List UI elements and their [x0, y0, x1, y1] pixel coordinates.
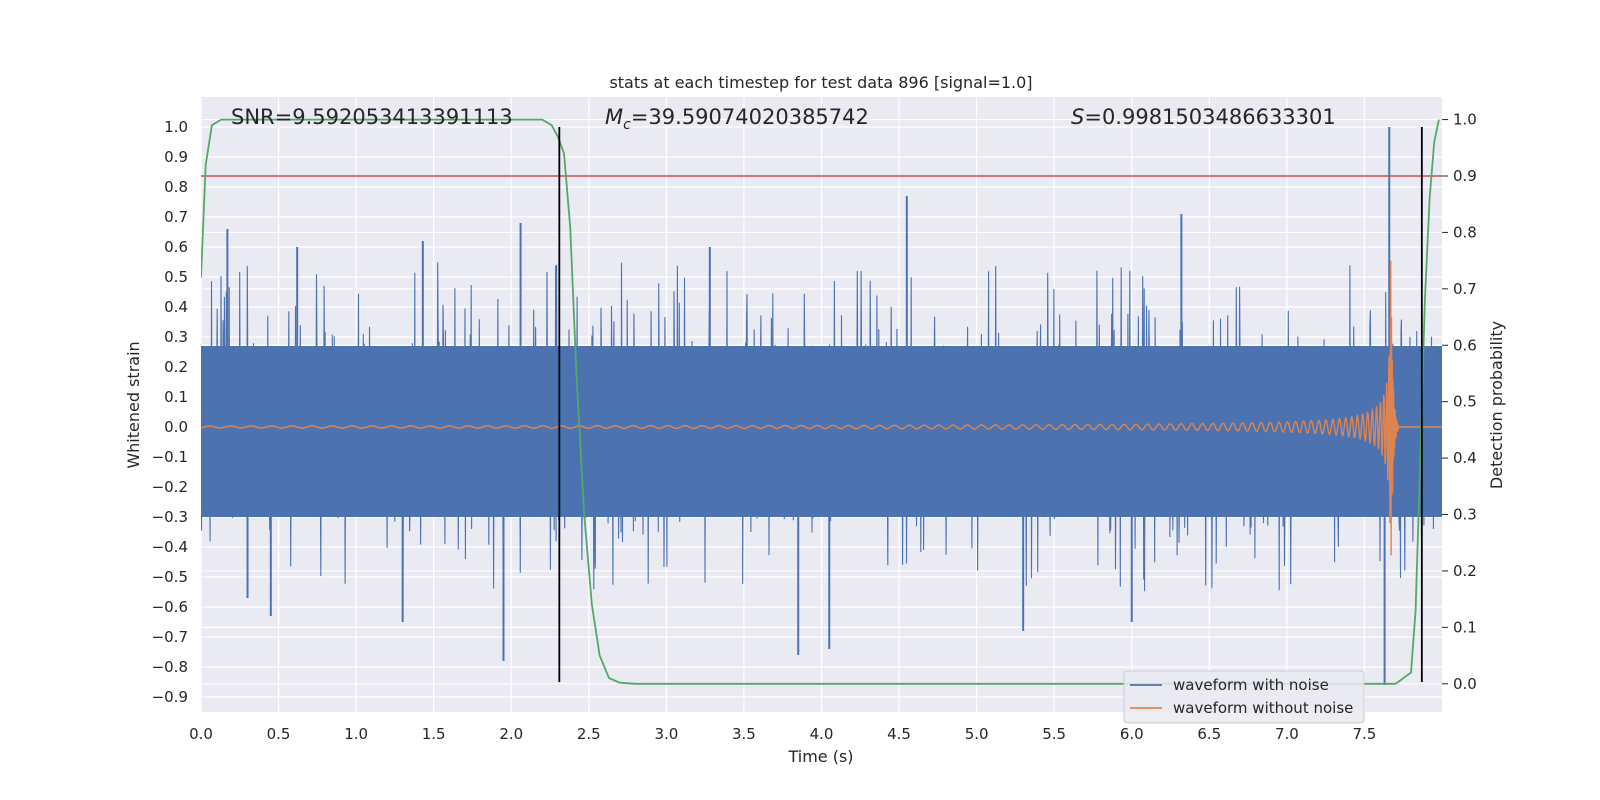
snr-annotation: SNR=9.592053413391113: [231, 105, 513, 129]
x-tick-label: 0.5: [267, 725, 291, 743]
y-tick-label: 0.4: [164, 298, 188, 316]
legend-label-noise: waveform with noise: [1173, 676, 1329, 694]
x-tick-label: 6.5: [1197, 725, 1221, 743]
x-tick-label: 1.5: [422, 725, 446, 743]
y-tick-label: 0.9: [164, 148, 188, 166]
score-annotation: S=0.9981503486633301: [1071, 105, 1336, 129]
y-tick-label: 0.6: [164, 238, 188, 256]
y2-tick-label: 0.3: [1453, 506, 1477, 524]
y-tick-label: −0.1: [152, 448, 188, 466]
y-tick-label: −0.6: [152, 598, 188, 616]
y-tick-label: −0.8: [152, 658, 188, 676]
x-tick-label: 0.0: [189, 725, 213, 743]
y2-tick-label: 0.6: [1453, 336, 1477, 354]
y2-tick-label: 0.9: [1453, 167, 1477, 185]
clean-trace: [201, 260, 1442, 556]
y2-tick-label: 0.4: [1453, 449, 1477, 467]
legend: waveform with noise waveform without noi…: [1123, 670, 1365, 724]
chart-title: stats at each timestep for test data 896…: [609, 73, 1032, 92]
y2-tick-label: 0.5: [1453, 393, 1477, 411]
x-tick-label: 5.0: [965, 725, 989, 743]
probability-curve: [201, 118, 1440, 685]
series-waveform-with-noise: [201, 127, 1442, 685]
y2-tick-label: 0.2: [1453, 562, 1477, 580]
x-axis-label: Time (s): [787, 747, 853, 766]
y-tick-label: 0.7: [164, 208, 188, 226]
y-axis-label: Whitened strain: [124, 341, 143, 468]
y2-axis-label: Detection probability: [1487, 321, 1506, 489]
x-tick-label: 7.0: [1275, 725, 1299, 743]
x-tick-label: 6.0: [1120, 725, 1144, 743]
y-tick-label: 0.5: [164, 268, 188, 286]
chirp-mass-value: =39.59074020385742: [631, 105, 869, 129]
x-tick-label: 2.5: [577, 725, 601, 743]
plot-content: [201, 118, 1442, 685]
legend-box: [1123, 670, 1365, 724]
y2-tick-label: 0.0: [1453, 675, 1477, 693]
y2-tick-label: 0.1: [1453, 618, 1477, 636]
y-tick-label: 1.0: [164, 118, 188, 136]
x-tick-label: 2.0: [499, 725, 523, 743]
x-tick-label: 1.0: [344, 725, 368, 743]
chirp-mass-subscript: c: [623, 117, 631, 133]
score-symbol: S: [1071, 105, 1084, 129]
series-detection-probability: [201, 118, 1440, 685]
x-tick-label: 4.0: [810, 725, 834, 743]
y-tick-label: −0.2: [152, 478, 188, 496]
x-tick-label: 3.5: [732, 725, 756, 743]
y-tick-label: 0.1: [164, 388, 188, 406]
chirp-mass-symbol: M: [605, 105, 623, 129]
vertical-markers: [558, 127, 1423, 682]
y-tick-label: 0.0: [164, 418, 188, 436]
score-value: =0.9981503486633301: [1084, 105, 1335, 129]
x-axis-ticks: 0.0 0.5 1.0 1.5 2.0 2.5 3.0 3.5 4.0 4.5 5.0 5.5 6.0 6…: [189, 725, 1376, 743]
y-tick-label: 0.8: [164, 178, 188, 196]
y2-tick-label: 0.8: [1453, 223, 1477, 241]
chirp-mass-annotation: Mc=39.59074020385742: [605, 105, 869, 133]
x-tick-label: 5.5: [1042, 725, 1066, 743]
y2-tick-label: 0.7: [1453, 280, 1477, 298]
x-tick-label: 7.5: [1353, 725, 1377, 743]
y-tick-label: −0.7: [152, 628, 188, 646]
y-tick-label: −0.4: [152, 538, 188, 556]
y2-axis-ticks: 1.0 0.9 0.8 0.7 0.6 0.5 0.4 0.3 0.2 0.1 0.0: [1442, 111, 1477, 693]
x-tick-label: 3.0: [654, 725, 678, 743]
y2-tick-label: 1.0: [1453, 111, 1477, 129]
y-tick-label: 0.3: [164, 328, 188, 346]
noise-core-band: [201, 346, 1442, 517]
y-tick-label: −0.3: [152, 508, 188, 526]
series-waveform-without-noise: [201, 260, 1442, 556]
y-tick-label: 0.2: [164, 358, 188, 376]
y-tick-label: −0.5: [152, 568, 188, 586]
x-tick-label: 4.5: [887, 725, 911, 743]
legend-label-clean: waveform without noise: [1173, 699, 1353, 717]
y-tick-label: −0.9: [152, 688, 188, 706]
y-axis-ticks: 1.0 0.9 0.8 0.7 0.6 0.5 0.4 0.3 0.2 0.1 0.0 −0.1 −0.…: [152, 118, 188, 706]
